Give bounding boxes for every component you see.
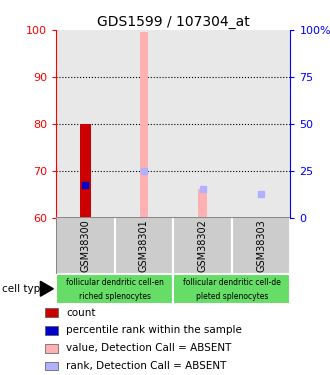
Text: GSM38303: GSM38303 <box>256 219 266 272</box>
Bar <box>140 32 148 218</box>
Text: GSM38302: GSM38302 <box>198 219 208 272</box>
Polygon shape <box>40 281 53 296</box>
Bar <box>80 124 91 218</box>
Text: follicular dendritic cell-de: follicular dendritic cell-de <box>183 278 281 287</box>
Bar <box>45 326 58 335</box>
Text: cell type: cell type <box>2 284 46 294</box>
Text: GSM38300: GSM38300 <box>81 219 90 272</box>
Text: value, Detection Call = ABSENT: value, Detection Call = ABSENT <box>66 343 231 353</box>
Text: pleted splenocytes: pleted splenocytes <box>196 292 268 301</box>
Text: riched splenocytes: riched splenocytes <box>79 292 151 301</box>
Text: GSM38301: GSM38301 <box>139 219 149 272</box>
Bar <box>198 189 207 217</box>
Bar <box>173 274 290 304</box>
FancyBboxPatch shape <box>232 217 290 274</box>
Bar <box>45 362 58 370</box>
Text: follicular dendritic cell-en: follicular dendritic cell-en <box>66 278 164 287</box>
Text: count: count <box>66 308 95 318</box>
Bar <box>45 308 58 317</box>
FancyBboxPatch shape <box>115 217 173 274</box>
Text: rank, Detection Call = ABSENT: rank, Detection Call = ABSENT <box>66 361 226 371</box>
FancyBboxPatch shape <box>56 217 115 274</box>
FancyBboxPatch shape <box>173 217 232 274</box>
Bar <box>56 274 173 304</box>
Bar <box>45 344 58 352</box>
Text: percentile rank within the sample: percentile rank within the sample <box>66 326 242 336</box>
Title: GDS1599 / 107304_at: GDS1599 / 107304_at <box>97 15 249 29</box>
